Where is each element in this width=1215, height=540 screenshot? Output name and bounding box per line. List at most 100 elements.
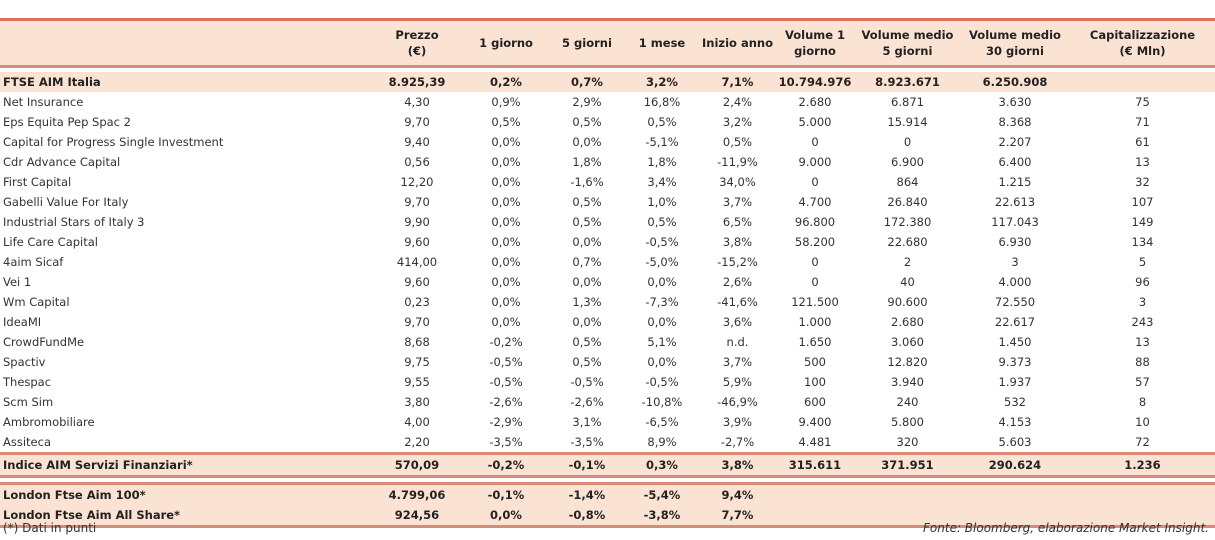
cell-value: 2.680 xyxy=(891,315,924,329)
cell-value: 3,4% xyxy=(647,175,677,189)
cell-value: 0 xyxy=(811,175,819,189)
cell-value: 5,1% xyxy=(647,335,677,349)
cell-value: -3,8% xyxy=(624,505,700,528)
cell-value: 13 xyxy=(1135,155,1150,169)
cell-value: 1,0% xyxy=(647,195,677,209)
row-label: First Capital xyxy=(3,175,72,189)
cell-value: 2 xyxy=(903,255,912,269)
cell-value: 0,0% xyxy=(491,195,521,209)
row-label: Cdr Advance Capital xyxy=(3,155,121,169)
cell-value: 3.630 xyxy=(998,95,1032,109)
index-row: FTSE AIM Italia 8.925,39 0,2% 0,7% 3,2% 7,1% 1… xyxy=(0,72,1215,92)
cell-value xyxy=(1070,72,1215,92)
cell-value: 290.624 xyxy=(960,452,1070,478)
cell-value: 75 xyxy=(1135,95,1150,109)
table-row: Scm Sim 3,80 -2,6% -2,6% -10,8% -46,9% 600 240 5… xyxy=(0,392,1215,412)
cell-value: -0,2% xyxy=(462,452,550,478)
cell-value: 0,0% xyxy=(462,505,550,528)
cell-value: 570,09 xyxy=(372,452,462,478)
cell-value xyxy=(960,482,1070,505)
cell-value: 600 xyxy=(804,395,826,409)
cell-value: -10,8% xyxy=(641,395,683,409)
cell-value: 8,68 xyxy=(404,335,430,349)
cell-value: 16,8% xyxy=(643,95,681,109)
cell-value: 0,0% xyxy=(647,275,677,289)
cell-value: 90.600 xyxy=(887,295,928,309)
row-label: FTSE AIM Italia xyxy=(0,72,372,92)
cell-value: -0,8% xyxy=(550,505,624,528)
cell-value: 1,8% xyxy=(647,155,677,169)
cell-value: n.d. xyxy=(726,335,749,349)
cell-value: 4.481 xyxy=(798,435,832,449)
cell-value: 1,8% xyxy=(572,155,602,169)
cell-value: 414,00 xyxy=(396,255,438,269)
cell-value: 96 xyxy=(1135,275,1150,289)
table-row: Wm Capital 0,23 0,0% 1,3% -7,3% -41,6% 121.500… xyxy=(0,292,1215,312)
table-row: Gabelli Value For Italy 9,70 0,0% 0,5% 1,0% 3… xyxy=(0,192,1215,212)
cell-value: 0,0% xyxy=(572,315,602,329)
cell-value: 8.368 xyxy=(998,115,1032,129)
cell-value: 2,6% xyxy=(722,275,753,289)
row-label: CrowdFundMe xyxy=(3,335,85,349)
row-label: London Ftse Aim 100* xyxy=(0,482,372,505)
cell-value: 107 xyxy=(1131,195,1154,209)
market-table: Prezzo (€) 1 giorno 5 giorni 1 mese Inizio an… xyxy=(0,18,1215,528)
cell-value: 3,6% xyxy=(722,315,753,329)
row-label: Ambromobiliare xyxy=(3,415,95,429)
table-row: Net Insurance 4,30 0,9% 2,9% 16,8% 2,4% 2.680 6… xyxy=(0,92,1215,112)
source-note: Fonte: Bloomberg, elaborazione Market In… xyxy=(923,521,1209,535)
row-label: Capital for Progress Single Investment xyxy=(3,135,224,149)
table-row: Industrial Stars of Italy 3 9,90 0,0% 0,5% 0… xyxy=(0,212,1215,232)
cell-value: 0,0% xyxy=(647,355,677,369)
cell-value: -0,5% xyxy=(570,375,604,389)
cell-value: 0,0% xyxy=(491,255,521,269)
cell-value: 9,60 xyxy=(404,275,430,289)
cell-value: -5,0% xyxy=(645,255,679,269)
cell-value: 1.215 xyxy=(998,175,1032,189)
cell-value: 2.680 xyxy=(798,95,832,109)
cell-value: 1.650 xyxy=(798,335,832,349)
cell-value: 5.800 xyxy=(891,415,924,429)
cell-value: 9,90 xyxy=(404,215,430,229)
cell-value: 9,55 xyxy=(404,375,430,389)
cell-value: 1.937 xyxy=(998,375,1032,389)
cell-value: 7,1% xyxy=(700,72,775,92)
cell-value: 3,1% xyxy=(572,415,602,429)
cell-value: 8.923.671 xyxy=(855,72,960,92)
cell-value: 22.617 xyxy=(994,315,1036,329)
cell-value: 12,20 xyxy=(400,175,434,189)
cell-value: 9,75 xyxy=(404,355,430,369)
table-row: Spactiv 9,75 -0,5% 0,5% 0,0% 3,7% 500 12.820 9.3… xyxy=(0,352,1215,372)
cell-value: 9,40 xyxy=(404,135,430,149)
cell-value: 240 xyxy=(896,395,919,409)
cell-value: 9,70 xyxy=(404,195,430,209)
cell-value: -2,6% xyxy=(489,395,523,409)
column-header: Prezzo (€) xyxy=(372,18,462,68)
cell-value: 0,0% xyxy=(491,315,521,329)
cell-value: 0,0% xyxy=(491,215,521,229)
cell-value: 5.000 xyxy=(798,115,832,129)
cell-value: 4.799,06 xyxy=(372,482,462,505)
row-label: IdeaMI xyxy=(3,315,42,329)
table-row: 4aim Sicaf 414,00 0,0% 0,7% -5,0% -15,2% 0 2 3 5 xyxy=(0,252,1215,272)
cell-value: 9.373 xyxy=(998,355,1032,369)
column-header: 5 giorni xyxy=(550,18,624,68)
column-header: Volume medio 30 giorni xyxy=(960,18,1070,68)
cell-value: -2,9% xyxy=(489,415,523,429)
cell-value: 1.450 xyxy=(998,335,1032,349)
cell-value: 88 xyxy=(1135,355,1150,369)
cell-value: 22.680 xyxy=(887,235,928,249)
cell-value: 4.153 xyxy=(998,415,1032,429)
table-row: CrowdFundMe 8,68 -0,2% 0,5% 5,1% n.d. 1.650 3.0… xyxy=(0,332,1215,352)
cell-value: 6.871 xyxy=(891,95,924,109)
cell-value: -1,4% xyxy=(550,482,624,505)
column-header: Volume medio 5 giorni xyxy=(855,18,960,68)
row-label: Indice AIM Servizi Finanziari* xyxy=(0,452,372,478)
cell-value: 9,4% xyxy=(700,482,775,505)
cell-value: 0,0% xyxy=(491,175,521,189)
row-label: Wm Capital xyxy=(3,295,70,309)
cell-value: 7,7% xyxy=(700,505,775,528)
cell-value: 72.550 xyxy=(994,295,1036,309)
column-header: 1 mese xyxy=(624,18,700,68)
table-row: Cdr Advance Capital 0,56 0,0% 1,8% 1,8% -11,9… xyxy=(0,152,1215,172)
